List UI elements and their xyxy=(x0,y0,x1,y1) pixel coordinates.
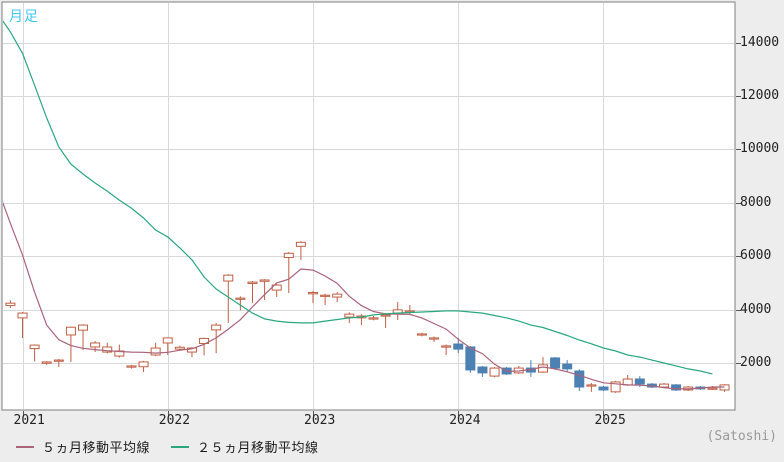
legend-label: ２５ヵ月移動平均線 xyxy=(197,441,319,456)
timeframe-label: 月足 xyxy=(9,9,39,25)
candle xyxy=(41,361,52,365)
x-tick-label: 2024 xyxy=(449,413,481,428)
candle xyxy=(150,342,161,357)
candle xyxy=(550,357,561,370)
x-tick-label: 2022 xyxy=(158,413,191,428)
legend: ５ヵ月移動平均線 ２５ヵ月移動平均線 xyxy=(16,437,319,456)
candle xyxy=(199,337,210,356)
x-tick-label: 2023 xyxy=(304,413,336,428)
candle xyxy=(416,332,427,337)
candle xyxy=(65,326,76,362)
candle xyxy=(247,281,258,303)
y-tick-label: 6000 xyxy=(740,248,772,264)
candle xyxy=(610,380,621,393)
candle xyxy=(562,360,573,373)
gridlines xyxy=(3,3,734,409)
candle xyxy=(368,316,379,321)
candle xyxy=(223,274,234,323)
candle xyxy=(429,336,440,342)
candle xyxy=(574,369,585,392)
candle xyxy=(5,300,16,308)
candle xyxy=(489,367,500,378)
y-tick-label: 8000 xyxy=(740,194,772,210)
legend-item-ma25: ２５ヵ月移動平均線 xyxy=(171,437,319,456)
legend-label: ５ヵ月移動平均線 xyxy=(42,441,151,456)
candle xyxy=(671,384,682,392)
candle xyxy=(380,314,391,329)
y-tick-label: 2000 xyxy=(740,355,772,370)
ma25-line xyxy=(3,20,713,375)
x-tick-label: 2021 xyxy=(13,413,45,428)
candle xyxy=(29,344,40,362)
y-tick-label: 10000 xyxy=(740,141,780,157)
candle xyxy=(53,358,64,368)
ma25-line-swatch xyxy=(171,445,190,448)
candle xyxy=(320,293,331,306)
candle xyxy=(17,312,28,339)
candle xyxy=(477,365,488,377)
unit-label: (Satoshi) xyxy=(706,429,777,444)
ma5-line xyxy=(3,201,725,390)
candle xyxy=(598,385,609,392)
candle xyxy=(453,337,464,354)
candle xyxy=(126,364,137,369)
y-tick-label: 4000 xyxy=(740,301,772,317)
candle xyxy=(308,290,318,303)
candle xyxy=(78,324,89,351)
candle xyxy=(441,344,452,355)
candle xyxy=(465,345,476,373)
plot-area xyxy=(1,1,736,411)
candle xyxy=(332,291,343,303)
ma5-line-swatch xyxy=(16,445,34,448)
candle xyxy=(138,360,149,373)
candle xyxy=(295,241,306,260)
legend-item-ma5: ５ヵ月移動平均線 xyxy=(16,437,150,456)
candle xyxy=(90,341,101,353)
x-tick-label: 2025 xyxy=(594,413,626,428)
candle xyxy=(283,251,294,294)
candle xyxy=(235,296,246,311)
candle xyxy=(586,383,597,392)
candle xyxy=(259,279,270,300)
axis-ticks xyxy=(23,43,741,416)
y-tick-label: 12000 xyxy=(740,88,780,103)
candle xyxy=(102,342,113,354)
y-tick-label: 14000 xyxy=(740,34,780,50)
